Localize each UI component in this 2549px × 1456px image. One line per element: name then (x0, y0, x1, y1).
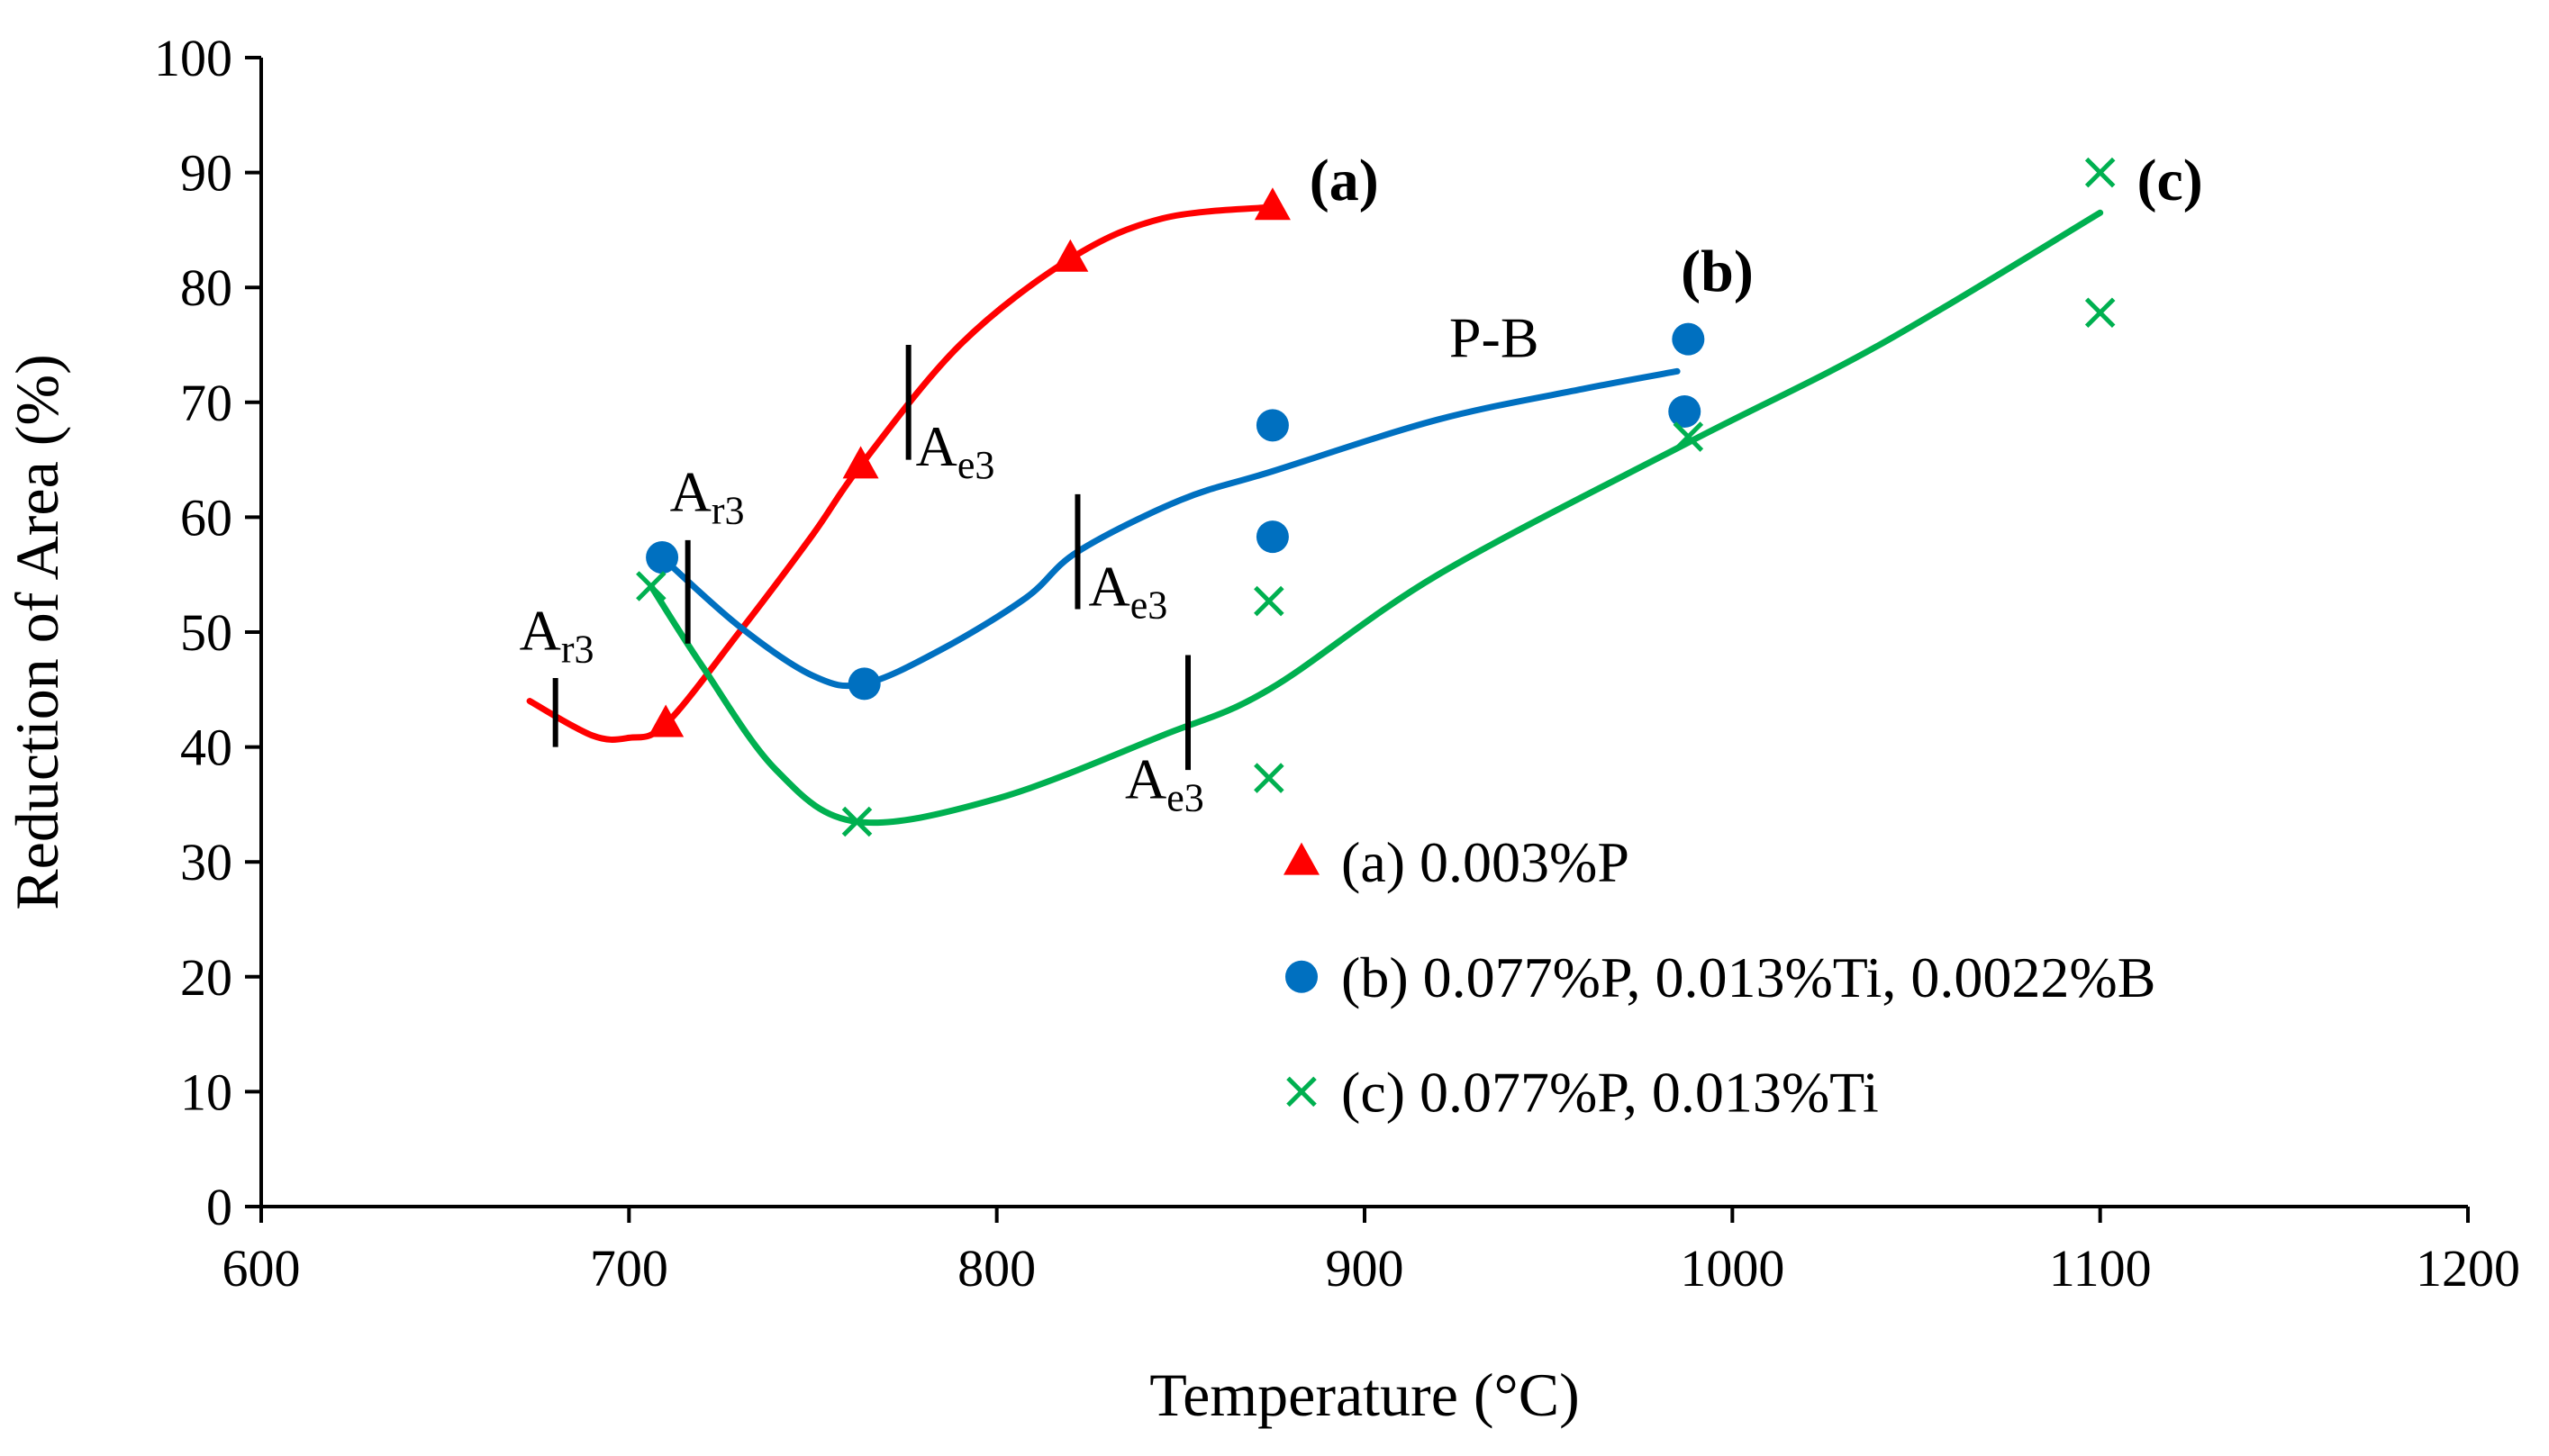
y-tick-label: 30 (180, 833, 232, 891)
y-tick-label: 70 (180, 374, 232, 432)
series-label-a: (a) (1310, 148, 1379, 213)
y-axis-ticks: 0 10 20 30 40 50 60 70 80 90 100 (154, 29, 261, 1236)
x-marker-stroke (2084, 297, 2116, 329)
y-tick-label: 40 (180, 719, 232, 777)
legend-marker-b (1285, 960, 1318, 993)
y-tick-label: 90 (180, 144, 232, 203)
ae3-sub: e3 (1130, 583, 1168, 628)
data-point-c (841, 806, 873, 837)
legend-entry-a: (a) 0.003%P (1341, 830, 1629, 894)
data-point-a (648, 704, 685, 737)
ae3-main: A (1125, 746, 1166, 810)
legend-marker-a (1284, 842, 1320, 875)
data-markers (636, 157, 2116, 837)
legend: (a) 0.003%P (b) 0.077%P, 0.013%Ti, 0.002… (1284, 830, 2155, 1124)
legend-entry-c: (c) 0.077%P, 0.013%Ti (1341, 1060, 1879, 1124)
x-tick-label: 600 (222, 1239, 301, 1298)
y-tick-label: 0 (206, 1178, 232, 1236)
x-tick-label: 1000 (1680, 1239, 1784, 1298)
data-point-b (1668, 395, 1701, 429)
ae3-label-c: Ae3 (1125, 746, 1204, 819)
trendline-a (526, 203, 1276, 743)
data-point-c (1673, 421, 1704, 452)
ae3-label-b: Ae3 (1089, 555, 1168, 628)
data-point-b (848, 667, 881, 701)
data-point-b (1256, 409, 1289, 442)
ae3-label-a: Ae3 (916, 414, 995, 487)
y-tick-label: 10 (180, 1063, 232, 1121)
legend-markers (1284, 842, 1320, 1108)
ar3-sub: r3 (561, 627, 594, 671)
x-axis-title: Temperature (°C) (1149, 1361, 1579, 1429)
x-marker-stroke (2084, 157, 2116, 188)
transition-marks (552, 345, 1191, 771)
x-marker-stroke (1673, 421, 1704, 452)
x-marker-stroke (1254, 585, 1284, 617)
data-point-c (1254, 585, 1284, 617)
ae3-sub: e3 (957, 443, 995, 487)
ar3-label-a: Ar3 (520, 598, 594, 671)
ae3-main: A (1089, 555, 1130, 619)
series-label-b: (b) (1681, 239, 1754, 304)
data-point-b (1672, 322, 1705, 356)
y-axis-title: Reduction of Area (%) (3, 354, 71, 909)
y-tick-label: 100 (154, 29, 232, 87)
data-point-a (842, 446, 879, 479)
data-point-c (1254, 763, 1284, 793)
series-label-c: (c) (2137, 148, 2203, 213)
x-tick-label: 800 (957, 1239, 1036, 1298)
ar3-main: A (670, 459, 712, 523)
data-point-c (2084, 157, 2116, 188)
y-tick-label: 20 (180, 948, 232, 1007)
x-tick-label: 700 (590, 1239, 668, 1298)
x-marker-stroke (1254, 763, 1284, 793)
trendlines (526, 203, 2104, 827)
data-point-b (646, 541, 679, 574)
legend-entry-b: (b) 0.077%P, 0.013%Ti, 0.0022%B (1341, 945, 2155, 1009)
data-point-b (1256, 520, 1289, 554)
x-axis-ticks: 600 700 800 900 1000 1100 1200 (222, 1207, 2520, 1298)
x-tick-label: 1200 (2416, 1239, 2520, 1298)
trendline-c (648, 209, 2104, 827)
x-marker-stroke (841, 806, 873, 837)
ar3-sub: r3 (712, 488, 745, 532)
ae3-main: A (916, 414, 957, 478)
legend-marker-c (1286, 1076, 1317, 1108)
data-point-a (1254, 187, 1291, 221)
y-tick-label: 80 (180, 258, 232, 317)
y-tick-label: 60 (180, 488, 232, 547)
data-point-a (1052, 239, 1089, 272)
data-point-c (636, 571, 667, 601)
x-marker-stroke (636, 571, 667, 601)
x-tick-label: 1100 (2049, 1239, 2152, 1298)
ar3-label-c: Ar3 (670, 459, 745, 532)
pb-label: P-B (1449, 306, 1539, 370)
x-marker-stroke (1286, 1076, 1317, 1108)
data-point-c (2084, 297, 2116, 329)
y-tick-label: 50 (180, 603, 232, 662)
x-tick-label: 900 (1326, 1239, 1404, 1298)
ae3-sub: e3 (1166, 775, 1204, 819)
ar3-main: A (520, 598, 561, 662)
